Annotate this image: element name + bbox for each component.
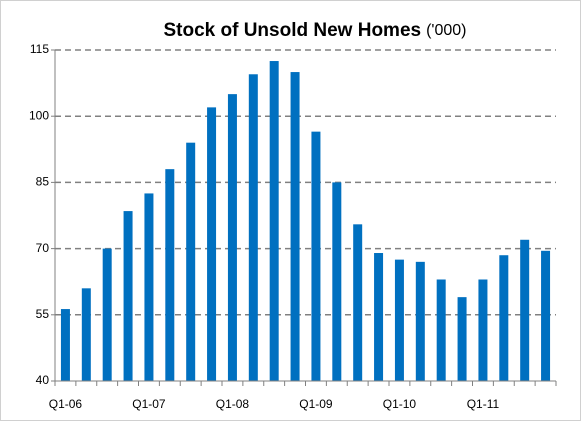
bar xyxy=(415,261,425,381)
bar xyxy=(60,309,70,381)
bar xyxy=(269,61,279,382)
x-tick-label: Q1-06 xyxy=(49,397,83,411)
bar xyxy=(207,107,217,381)
bar xyxy=(290,72,300,382)
bar xyxy=(499,255,509,381)
chart-title: Stock of Unsold New Homes ('000) xyxy=(163,20,466,41)
y-tick-label: 115 xyxy=(30,42,49,56)
bar xyxy=(374,253,384,381)
bar xyxy=(123,211,133,381)
title-main: Stock of Unsold New Homes xyxy=(163,20,421,41)
title-unit: ('000) xyxy=(426,22,466,39)
y-tick-label: 55 xyxy=(36,307,50,321)
bar xyxy=(186,142,196,381)
bar xyxy=(165,169,175,381)
x-tick-label: Q1-09 xyxy=(299,397,333,411)
bar xyxy=(102,248,112,381)
bar xyxy=(81,288,91,381)
x-tick-label: Q1-08 xyxy=(216,397,250,411)
bar xyxy=(520,239,530,381)
bar xyxy=(311,131,321,381)
y-tick-label: 100 xyxy=(29,108,49,122)
x-tick-label: Q1-07 xyxy=(132,397,166,411)
bar xyxy=(353,224,363,381)
y-tick-label: 40 xyxy=(36,373,50,387)
bar xyxy=(436,279,446,381)
bar xyxy=(227,94,237,381)
x-tick-label: Q1-10 xyxy=(383,397,417,411)
bar xyxy=(457,297,467,381)
bar xyxy=(394,259,404,381)
bar xyxy=(144,193,154,381)
bar xyxy=(478,279,488,381)
bar xyxy=(248,74,258,382)
y-tick-label: 70 xyxy=(36,241,50,255)
bar xyxy=(541,250,551,381)
x-tick-label: Q1-11 xyxy=(467,397,500,411)
y-tick-label: 85 xyxy=(36,175,50,189)
bar xyxy=(332,182,342,381)
